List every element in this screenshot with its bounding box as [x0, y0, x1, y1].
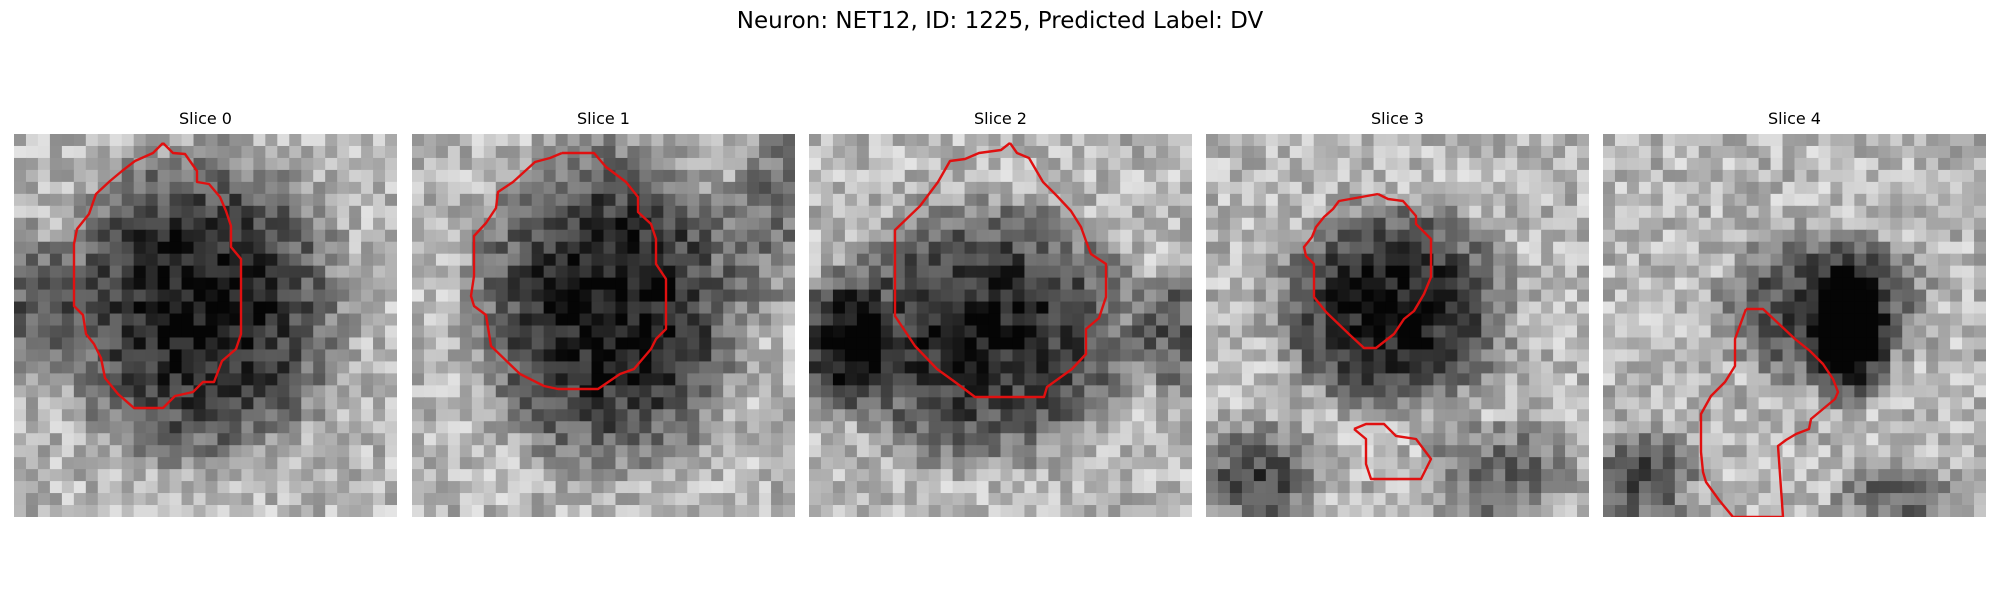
slice-title-4: Slice 4	[1768, 109, 1821, 128]
slice-image-4	[1603, 134, 1986, 517]
slice-image-1	[412, 134, 795, 517]
slice-title-2: Slice 2	[974, 109, 1027, 128]
slice-title-3: Slice 3	[1371, 109, 1424, 128]
slice-1-contour-0	[469, 151, 668, 391]
slice-3-contour-0	[1302, 192, 1433, 350]
slice-title-1: Slice 1	[577, 109, 630, 128]
slice-image-3	[1206, 134, 1589, 517]
slice-panel-1: Slice 1	[412, 108, 795, 517]
slice-2-contour-0	[893, 142, 1108, 399]
figure-title: Neuron: NET12, ID: 1225, Predicted Label…	[736, 8, 1264, 34]
slice-panel-4: Slice 4	[1603, 108, 1986, 517]
slice-4-contour-0	[1699, 307, 1840, 517]
slice-panel-2: Slice 2	[809, 108, 1192, 517]
slice-3-contour-1	[1353, 422, 1433, 481]
slice-panel-3: Slice 3	[1206, 108, 1589, 517]
slice-image-0	[14, 134, 397, 517]
slice-image-2	[809, 134, 1192, 517]
slice-title-0: Slice 0	[179, 109, 232, 128]
slice-0-contour-0	[72, 142, 243, 410]
slice-panel-0: Slice 0	[14, 108, 397, 517]
